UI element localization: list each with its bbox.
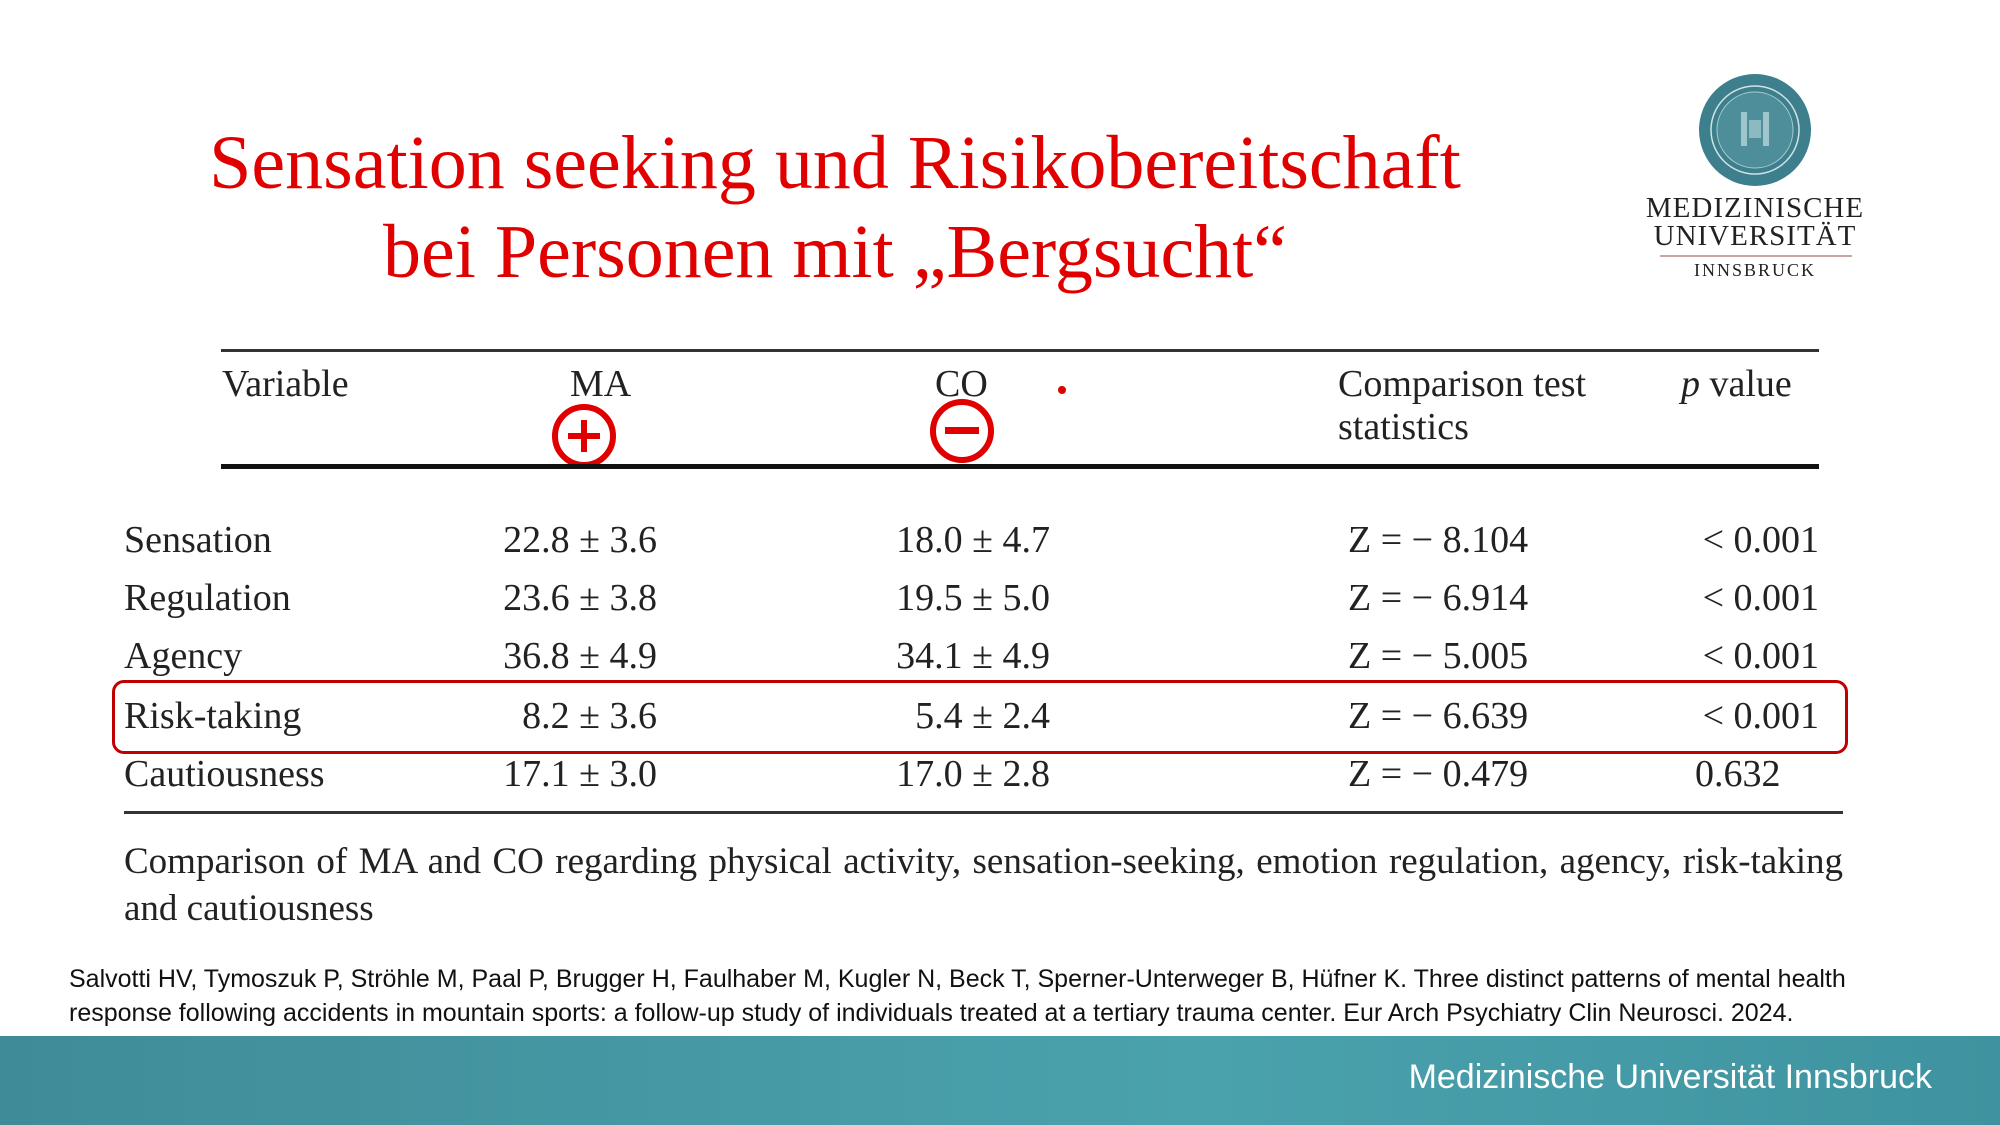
cell-p: < 0.001 — [1702, 519, 1819, 561]
logo-text-line1: MEDIZINISCHE — [1645, 192, 1865, 224]
university-seal-icon — [1699, 74, 1811, 186]
citation-line2: response following accidents in mountain… — [69, 999, 1794, 1027]
header-comparison-line2: statistics — [1338, 406, 1469, 448]
cell-p: < 0.001 — [1702, 695, 1819, 737]
cell-co: 34.1 ± 4.9 — [896, 635, 1050, 677]
cell-co: 17.0 ± 2.8 — [896, 753, 1050, 795]
cell-co: 5.4 ± 2.4 — [915, 695, 1050, 737]
minus-circle-icon — [930, 399, 994, 463]
cell-p: < 0.001 — [1702, 577, 1819, 619]
cell-co: 19.5 ± 5.0 — [896, 577, 1050, 619]
slide-title-line1: Sensation seeking und Risikobereitschaft — [209, 121, 1461, 205]
cell-ma: 23.6 ± 3.8 — [503, 577, 657, 619]
header-p-rest: value — [1700, 363, 1792, 405]
footer-bar: Medizinische Universität Innsbruck — [0, 1036, 2000, 1125]
cell-ma: 36.8 ± 4.9 — [503, 635, 657, 677]
table-bottom-rule — [124, 811, 1843, 814]
header-variable: Variable — [222, 363, 349, 405]
header-co: CO — [935, 363, 988, 405]
citation-line1: Salvotti HV, Tymoszuk P, Ströhle M, Paal… — [69, 965, 1846, 993]
cell-stat: Z = − 6.914 — [1348, 577, 1529, 619]
header-p-italic: p — [1681, 363, 1700, 405]
red-dot-marker — [1058, 386, 1066, 394]
cell-ma: 17.1 ± 3.0 — [503, 753, 657, 795]
cell-ma: 8.2 ± 3.6 — [522, 695, 657, 737]
header-ma: MA — [570, 363, 632, 405]
cell-co: 18.0 ± 4.7 — [896, 519, 1050, 561]
cell-stat: Z = − 5.005 — [1348, 635, 1529, 677]
logo-divider — [1660, 255, 1852, 257]
table-header-rule — [221, 464, 1819, 469]
cell-variable: Sensation — [124, 519, 272, 561]
cell-ma: 22.8 ± 3.6 — [503, 519, 657, 561]
cell-p: < 0.001 — [1702, 635, 1819, 677]
header-comparison-line1: Comparison test — [1338, 363, 1587, 405]
plus-circle-icon — [552, 404, 616, 468]
cell-stat: Z = − 0.479 — [1348, 753, 1529, 795]
slide-title-line2: bei Personen mit „Bergsucht“ — [382, 210, 1288, 294]
cell-p: 0.632 — [1695, 753, 1781, 795]
footer-text: Medizinische Universität Innsbruck — [1408, 1058, 1932, 1096]
logo-text-line2: UNIVERSITÄT — [1653, 220, 1857, 252]
cell-stat: Z = − 8.104 — [1348, 519, 1529, 561]
cell-variable: Cautiousness — [124, 753, 325, 795]
header-p-value: p value — [1681, 362, 1792, 406]
logo-text-line3: INNSBRUCK — [1693, 260, 1817, 280]
citation: Salvotti HV, Tymoszuk P, Ströhle M, Paal… — [69, 962, 1846, 1030]
table-caption: Comparison of MA and CO regarding physic… — [124, 841, 1843, 929]
cell-stat: Z = − 6.639 — [1348, 695, 1529, 737]
cell-variable: Agency — [124, 635, 243, 677]
table-top-rule — [221, 349, 1819, 352]
cell-variable: Regulation — [124, 577, 291, 619]
risk-taking-highlight-box — [112, 680, 1848, 754]
cell-variable: Risk-taking — [124, 695, 302, 737]
